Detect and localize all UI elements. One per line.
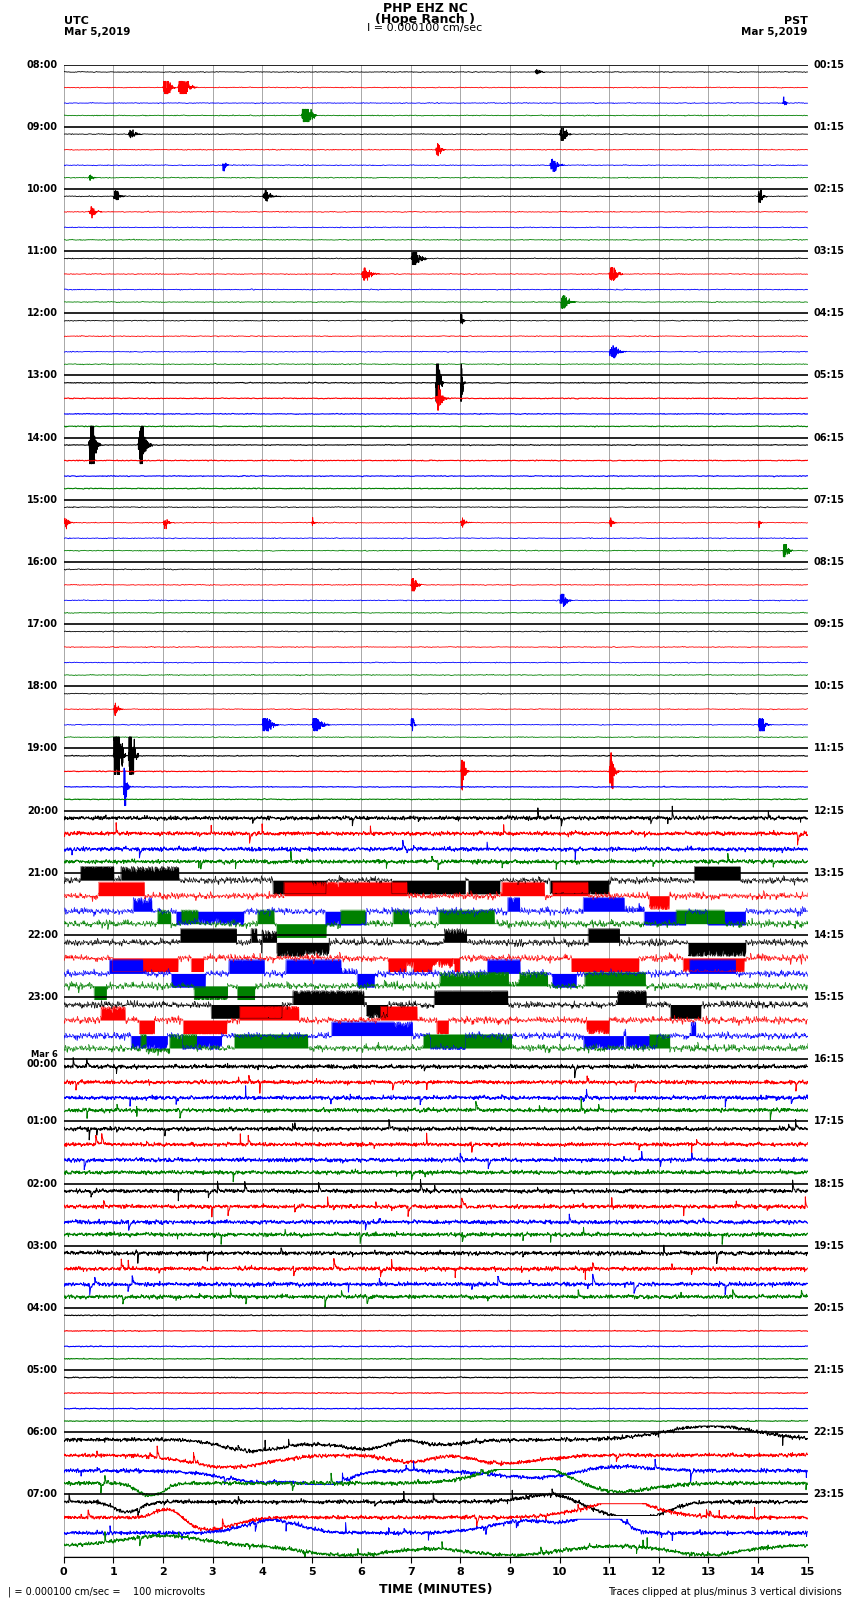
Text: 19:15: 19:15 [813,1240,844,1250]
Text: 14:00: 14:00 [27,432,58,442]
Text: 19:00: 19:00 [27,744,58,753]
Text: 23:15: 23:15 [813,1489,844,1500]
Text: 01:15: 01:15 [813,121,844,132]
Text: PST: PST [784,16,808,26]
Text: 18:15: 18:15 [813,1179,845,1189]
Text: 02:00: 02:00 [27,1179,58,1189]
Text: 10:15: 10:15 [813,681,844,692]
Text: 15:00: 15:00 [27,495,58,505]
Text: 07:00: 07:00 [27,1489,58,1500]
Text: PHP EHZ NC: PHP EHZ NC [382,3,468,16]
Text: 23:00: 23:00 [27,992,58,1002]
Text: 17:00: 17:00 [27,619,58,629]
Text: 09:15: 09:15 [813,619,844,629]
Text: 22:00: 22:00 [27,929,58,940]
Text: 21:15: 21:15 [813,1365,844,1374]
Text: 16:15: 16:15 [813,1055,844,1065]
Text: 20:15: 20:15 [813,1303,844,1313]
Text: 13:00: 13:00 [27,371,58,381]
Text: Traces clipped at plus/minus 3 vertical divisions: Traces clipped at plus/minus 3 vertical … [608,1587,842,1597]
Text: 11:15: 11:15 [813,744,844,753]
Text: Mar 6: Mar 6 [31,1050,58,1060]
Text: Mar 5,2019: Mar 5,2019 [741,26,808,37]
Text: 07:15: 07:15 [813,495,844,505]
Text: Mar 5,2019: Mar 5,2019 [64,26,130,37]
Text: (Hope Ranch ): (Hope Ranch ) [375,13,475,26]
Text: 13:15: 13:15 [813,868,844,877]
X-axis label: TIME (MINUTES): TIME (MINUTES) [379,1582,492,1595]
Text: 18:00: 18:00 [26,681,58,692]
Text: 06:00: 06:00 [27,1428,58,1437]
Text: 21:00: 21:00 [27,868,58,877]
Text: 16:00: 16:00 [27,556,58,566]
Text: 17:15: 17:15 [813,1116,844,1126]
Text: 04:00: 04:00 [27,1303,58,1313]
Text: 11:00: 11:00 [27,247,58,256]
Text: 01:00: 01:00 [27,1116,58,1126]
Text: UTC: UTC [64,16,88,26]
Text: 03:15: 03:15 [813,247,844,256]
Text: 03:00: 03:00 [27,1240,58,1250]
Text: 00:00: 00:00 [27,1060,58,1069]
Text: 00:15: 00:15 [813,60,844,69]
Text: | = 0.000100 cm/sec =    100 microvolts: | = 0.000100 cm/sec = 100 microvolts [8,1586,206,1597]
Text: I = 0.000100 cm/sec: I = 0.000100 cm/sec [367,24,483,34]
Text: 15:15: 15:15 [813,992,844,1002]
Text: 12:15: 12:15 [813,805,844,816]
Text: 20:00: 20:00 [27,805,58,816]
Text: 05:00: 05:00 [27,1365,58,1374]
Text: 02:15: 02:15 [813,184,844,194]
Text: 05:15: 05:15 [813,371,844,381]
Text: 08:00: 08:00 [26,60,58,69]
Text: 22:15: 22:15 [813,1428,844,1437]
Text: 10:00: 10:00 [27,184,58,194]
Text: 08:15: 08:15 [813,556,845,566]
Text: 06:15: 06:15 [813,432,844,442]
Text: 04:15: 04:15 [813,308,844,318]
Text: 14:15: 14:15 [813,929,844,940]
Text: 12:00: 12:00 [27,308,58,318]
Text: 09:00: 09:00 [27,121,58,132]
